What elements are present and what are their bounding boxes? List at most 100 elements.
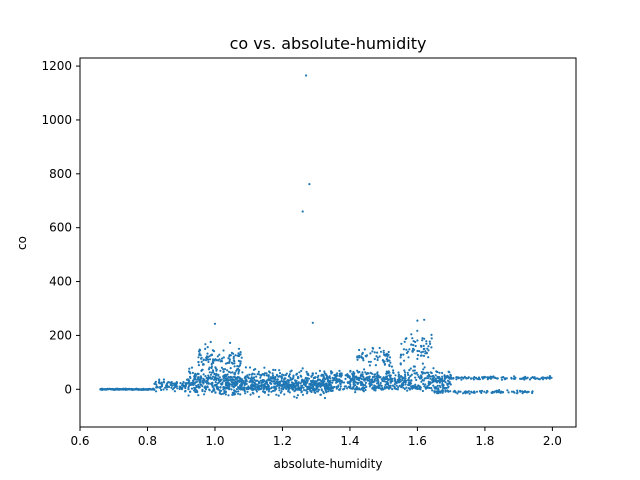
data-point — [218, 376, 221, 379]
data-point — [295, 373, 298, 376]
data-point — [398, 384, 401, 387]
y-tick-label: 1200 — [41, 59, 72, 73]
data-point — [377, 380, 380, 383]
data-point — [297, 381, 300, 384]
data-point — [255, 390, 258, 393]
data-point — [374, 373, 377, 376]
data-point — [251, 377, 254, 380]
data-point — [383, 385, 386, 389]
data-point — [200, 356, 203, 359]
data-point — [373, 357, 376, 361]
data-point — [424, 383, 427, 386]
data-point — [344, 374, 347, 377]
data-point — [265, 387, 268, 391]
data-point — [441, 391, 444, 394]
data-point — [190, 383, 193, 386]
data-point — [219, 386, 222, 389]
data-point — [287, 387, 290, 390]
data-point — [374, 386, 377, 389]
data-point — [415, 378, 418, 382]
data-point — [334, 373, 337, 376]
data-point — [387, 371, 390, 374]
data-point — [455, 376, 458, 379]
data-point — [300, 380, 303, 383]
data-point — [282, 382, 285, 385]
data-point — [425, 371, 429, 374]
data-point — [480, 389, 484, 392]
data-point — [362, 359, 365, 362]
data-point — [252, 381, 255, 384]
y-axis: 0 200 400 600 800 1000 1200 — [41, 59, 80, 396]
data-point — [194, 378, 197, 381]
data-point — [222, 370, 225, 373]
data-point — [194, 388, 197, 391]
data-point — [259, 388, 262, 391]
data-point — [313, 376, 316, 380]
data-point — [352, 379, 355, 382]
data-point — [427, 349, 430, 352]
data-point — [357, 376, 360, 379]
data-point — [429, 377, 432, 380]
data-point — [170, 382, 173, 385]
data-point — [426, 377, 430, 380]
data-point — [361, 371, 364, 374]
data-point — [244, 366, 247, 369]
data-point — [223, 368, 227, 371]
data-point — [197, 372, 200, 376]
data-point — [226, 369, 229, 372]
data-point — [257, 370, 260, 373]
data-point — [289, 376, 292, 380]
data-point — [204, 343, 207, 346]
data-point — [543, 376, 546, 379]
data-point — [228, 385, 231, 388]
data-point — [360, 355, 363, 358]
data-point — [409, 375, 412, 378]
data-point — [267, 384, 270, 387]
data-point — [422, 379, 425, 382]
data-point — [220, 360, 224, 363]
data-point — [364, 371, 367, 374]
x-axis-label: absolute-humidity — [274, 457, 383, 471]
data-point — [278, 372, 282, 375]
data-point — [197, 350, 201, 353]
data-point — [278, 389, 281, 392]
data-point — [245, 388, 248, 391]
data-point — [182, 385, 185, 388]
data-point — [306, 377, 309, 380]
data-point — [414, 383, 417, 386]
data-point — [421, 389, 424, 393]
data-point — [234, 354, 237, 357]
x-tick-label: 1.6 — [408, 434, 427, 448]
data-point — [204, 375, 207, 378]
data-point — [410, 343, 413, 346]
data-point — [416, 385, 419, 388]
data-point — [397, 386, 400, 389]
data-point — [423, 337, 426, 340]
data-point — [402, 348, 405, 351]
data-point — [301, 384, 304, 387]
data-point — [218, 353, 221, 356]
data-point — [368, 364, 371, 367]
data-point — [420, 344, 423, 347]
data-point — [412, 344, 415, 347]
data-point — [437, 387, 440, 390]
data-point — [212, 387, 215, 390]
data-point — [368, 379, 371, 382]
data-point — [189, 372, 192, 375]
data-point — [500, 378, 504, 381]
data-point — [439, 386, 442, 389]
data-point — [271, 374, 275, 377]
data-point — [388, 378, 391, 381]
data-point — [232, 359, 235, 362]
data-point — [377, 374, 380, 377]
data-point — [393, 383, 396, 386]
data-point — [437, 376, 440, 380]
data-point — [407, 356, 410, 359]
data-point — [278, 383, 281, 386]
data-point — [306, 390, 309, 393]
data-point — [435, 386, 438, 389]
data-point — [385, 353, 388, 357]
data-point — [393, 377, 396, 380]
data-point — [205, 382, 209, 385]
data-point — [230, 351, 233, 354]
